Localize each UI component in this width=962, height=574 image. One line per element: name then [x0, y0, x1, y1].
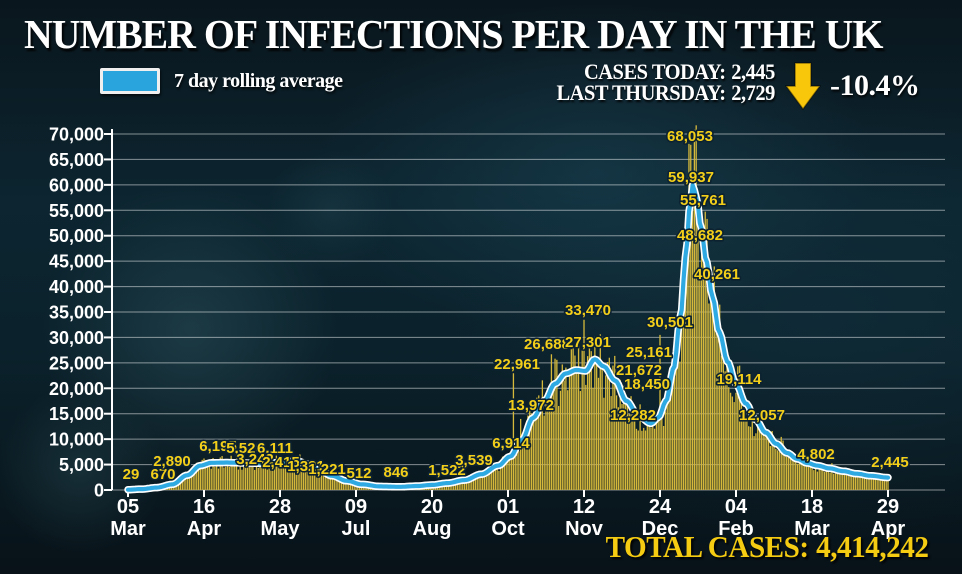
y-axis-tick-label: 65,000: [49, 150, 104, 170]
percent-change: -10.4%: [830, 69, 920, 102]
y-axis-tick-label: 20,000: [49, 379, 104, 399]
x-axis-day-label: 05: [117, 496, 139, 518]
data-label: 4,802: [797, 446, 835, 463]
y-axis-tick-label: 25,000: [49, 353, 104, 373]
data-label: 6,914: [492, 435, 530, 452]
data-label: 21,672: [616, 362, 662, 379]
x-axis-ticks: 05Mar16Apr28May09Jul20Aug01Oct12Nov24Dec…: [110, 490, 905, 540]
x-axis-month-label: Apr: [871, 518, 906, 540]
data-label: 1,522: [428, 462, 466, 479]
data-label: 68,053: [667, 128, 713, 145]
x-axis-day-label: 16: [193, 496, 215, 518]
y-axis-tick-label: 50,000: [49, 226, 104, 246]
x-axis-month-label: Mar: [794, 518, 830, 540]
data-label: 18,450: [624, 376, 670, 393]
y-axis-tick-label: 70,000: [49, 125, 104, 145]
x-axis-month-label: Mar: [110, 518, 146, 540]
down-arrow-icon: [785, 62, 821, 110]
data-label: 2,445: [871, 454, 909, 471]
data-label: 40,261: [694, 266, 740, 283]
legend: 7 day rolling average: [100, 68, 343, 94]
data-label: 26,688: [524, 336, 570, 353]
x-axis-day-label: 04: [725, 496, 748, 518]
data-label: 6,111: [257, 440, 293, 457]
y-axis-tick-label: 55,000: [49, 201, 104, 221]
data-label: 27,301: [565, 334, 611, 351]
cases-today-line: CASES TODAY: 2,445: [557, 59, 775, 84]
y-axis-tick-label: 60,000: [49, 175, 104, 195]
x-axis-day-label: 12: [573, 496, 595, 518]
x-axis-day-label: 29: [877, 496, 899, 518]
x-axis-day-label: 01: [497, 496, 519, 518]
data-label: 1,221: [308, 461, 346, 478]
x-axis-month-label: Apr: [187, 518, 222, 540]
data-label: 5,526: [226, 440, 264, 457]
y-axis-tick-label: 15,000: [49, 404, 104, 424]
cases-today-value: 2,445: [731, 59, 775, 84]
data-label: 12,282: [610, 407, 656, 424]
x-axis-month-label: Feb: [718, 518, 754, 540]
legend-swatch-icon: [100, 68, 160, 94]
x-axis-day-label: 18: [801, 496, 823, 518]
data-label: 55,761: [680, 192, 726, 209]
data-label: 29: [123, 466, 140, 483]
data-label: 33,470: [565, 302, 611, 319]
data-label: 25,161: [626, 344, 672, 361]
last-thursday-label: LAST THURSDAY:: [556, 80, 727, 105]
x-axis-month-label: Aug: [413, 518, 452, 540]
data-label: 19,114: [716, 371, 762, 388]
daily-bars: [127, 125, 889, 491]
x-axis-month-label: Dec: [642, 518, 679, 540]
y-axis-tick-label: 30,000: [49, 328, 104, 348]
gridlines: 70,000 65,000 60,000 55,000 50,000 45,000 40,0…: [49, 125, 945, 501]
legend-label: 7 day rolling average: [174, 69, 343, 92]
rolling-average-line: [125, 183, 891, 492]
data-label: 48,682: [677, 227, 723, 244]
total-cases-value: 4,414,242: [815, 529, 929, 564]
y-axis-tick-label: 0: [94, 481, 104, 501]
data-label: 1,321: [287, 458, 325, 475]
y-axis-tick-label: 5,000: [59, 455, 104, 475]
y-axis-tick-label: 10,000: [49, 430, 104, 450]
data-label: 12,057: [739, 407, 785, 424]
data-label: 3,242: [236, 451, 274, 468]
chart-title: NUMBER OF INFECTIONS PER DAY IN THE UK: [24, 11, 883, 57]
data-label: 2,415: [262, 454, 300, 471]
data-label: 30,501: [647, 314, 693, 331]
data-label: 846: [383, 464, 408, 481]
data-label: 3,539: [455, 452, 493, 469]
total-cases-label: TOTAL CASES:: [605, 529, 809, 564]
x-axis-month-label: Nov: [565, 518, 604, 540]
x-axis-day-label: 20: [421, 496, 443, 518]
data-label: 512: [346, 465, 371, 482]
last-thursday-line: LAST THURSDAY: 2,729: [556, 80, 776, 105]
y-axis-tick-label: 35,000: [49, 303, 104, 323]
x-axis-month-label: May: [261, 518, 301, 540]
last-thursday-value: 2,729: [731, 80, 775, 105]
cases-today-label: CASES TODAY:: [584, 59, 726, 84]
x-axis-day-label: 28: [269, 496, 291, 518]
data-label: 2,890: [153, 453, 191, 470]
y-axis-tick-label: 40,000: [49, 277, 104, 297]
y-axis-tick-label: 45,000: [49, 252, 104, 272]
x-axis-day-label: 24: [649, 496, 672, 518]
data-label: 59,937: [668, 169, 714, 186]
x-axis-day-label: 09: [345, 496, 367, 518]
data-label: 670: [150, 466, 175, 483]
total-cases: TOTAL CASES: 4,414,242: [605, 529, 928, 565]
stats-block: CASES TODAY: 2,445 LAST THURSDAY: 2,729: [556, 59, 776, 105]
data-label: 6,195: [199, 438, 237, 455]
x-axis-month-label: Oct: [491, 518, 525, 540]
x-axis-month-label: Jul: [342, 518, 371, 540]
data-label: 13,972: [508, 397, 554, 414]
change-indicator: -10.4%: [785, 62, 920, 110]
data-label: 22,961: [494, 356, 540, 373]
